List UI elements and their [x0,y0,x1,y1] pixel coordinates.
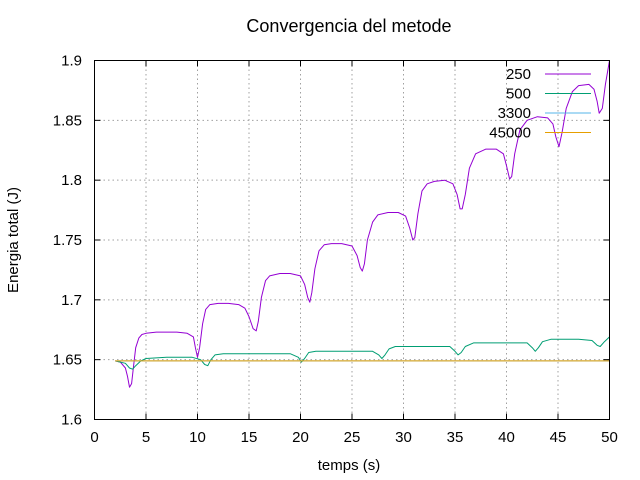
legend-label-3300: 3300 [498,105,531,122]
y-tick-label: 1.6 [61,412,82,429]
y-tick-label: 1.8 [61,172,82,189]
legend: 250 500 3300 45000 [489,66,591,142]
chart-title: Convergencia del metode [246,16,451,36]
x-tick-label: 5 [142,429,150,446]
x-tick-label: 45 [550,429,567,446]
y-tick-label: 1.75 [53,232,82,249]
legend-label-45000: 45000 [489,125,531,142]
y-axis-label: Energia total (J) [5,187,22,293]
series-line-500 [114,336,610,370]
legend-label-250: 250 [506,66,531,83]
y-tick-label: 1.65 [53,352,82,369]
x-tick-label: 35 [447,429,464,446]
y-tick-label: 1.85 [53,112,82,129]
x-tick-label: 40 [498,429,515,446]
y-tick-label: 1.9 [61,53,82,70]
x-tick-label: 50 [601,429,618,446]
x-tick-label: 0 [90,429,98,446]
legend-label-500: 500 [506,86,531,103]
x-axis-label: temps (s) [318,457,381,474]
x-tick-label: 30 [395,429,412,446]
y-tick-label: 1.7 [61,292,82,309]
axis-ticks: 0 5 10 15 20 25 30 35 40 45 50 1.6 1.65 1.7 1.75 1.8 1.8… [53,53,618,447]
x-tick-label: 25 [344,429,361,446]
x-tick-label: 20 [292,429,309,446]
x-tick-label: 15 [241,429,258,446]
plot-series [114,60,610,388]
series-line-250 [114,60,610,388]
x-tick-label: 10 [189,429,206,446]
grid [94,60,610,420]
